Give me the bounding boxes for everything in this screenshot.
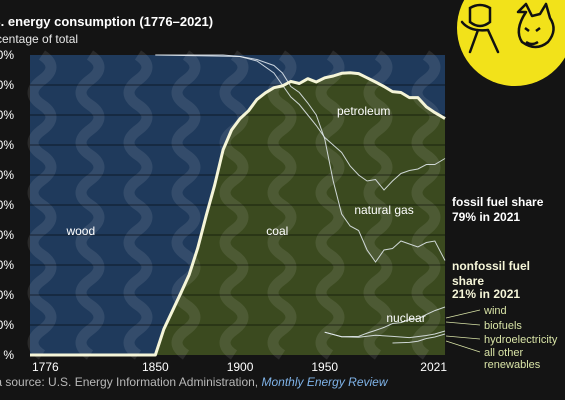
source-publication: Monthly Energy Review [261, 375, 388, 389]
x-tick-label-1900: 1900 [227, 360, 254, 374]
y-tick-label-20: 0% [0, 288, 14, 302]
legend-entry-4: renewables [484, 359, 541, 371]
legend-leader-0 [445, 309, 481, 319]
logo-character-right [516, 2, 555, 49]
area-label-petroleum: petroleum [337, 104, 390, 118]
area-label-natural-gas: natural gas [354, 203, 413, 217]
legend-entry-0: wind [483, 305, 507, 317]
side-label-1-line-1: share [452, 274, 484, 288]
fuel-boundaries [155, 54, 446, 344]
fuel-boundary-4 [392, 333, 446, 344]
area-label-nuclear: nuclear [386, 311, 425, 325]
side-label-0-line-1: 79% in 2021 [452, 210, 520, 224]
legend-leader-2 [445, 335, 481, 340]
side-label-1-line-2: 21% in 2021 [452, 287, 520, 301]
legend-leader-3 [445, 340, 481, 353]
legend-entry-2: hydroelectricity [484, 334, 558, 346]
y-tick-label-60: 0% [0, 168, 14, 182]
chart-subtitle: rcentage of total [0, 32, 79, 46]
legend-leader-1 [445, 321, 481, 326]
gridlines [30, 84, 445, 326]
logo-circle [457, 0, 565, 86]
side-label-1-line-0: nonfossil fuel [452, 259, 530, 273]
side-label-0-line-0: fossil fuel share [452, 195, 544, 209]
area-label-coal: coal [266, 224, 288, 238]
y-tick-label-90: 0% [0, 78, 14, 92]
x-axis-ticks: 1776 1850 1900 1950 2021 [32, 360, 447, 374]
area-labels: wood coal petroleum natural gas nuclear [65, 104, 425, 325]
x-tick-label-1950: 1950 [311, 360, 338, 374]
legend-entry-3: all other [484, 347, 523, 359]
y-tick-label-40: 0% [0, 228, 14, 242]
y-tick-label-100: 0% [0, 48, 14, 62]
cartoon-characters-logo [457, 0, 565, 86]
y-tick-label-30: 0% [0, 258, 14, 272]
chart-title: S. energy consumption (1776–2021) [0, 14, 214, 29]
y-tick-label-50: 0% [0, 198, 14, 212]
source-org: U.S. Energy Information Administration, [48, 375, 262, 389]
y-axis-ticks: % 0% 0% 0% 0% 0% 0% 0% 0% 0% 0% [0, 48, 14, 362]
y-tick-label-70: 0% [0, 138, 14, 152]
area-label-wood: wood [65, 224, 95, 238]
fuel-boundary-3 [324, 330, 446, 339]
fossil-nonfossil-boundary [30, 71, 446, 357]
x-tick-label-2021: 2021 [420, 360, 447, 374]
source-prefix: ta source: [0, 375, 45, 389]
data-source: ta source: U.S. Energy Information Admin… [0, 375, 388, 389]
fossil-area [30, 55, 445, 355]
fuel-boundary-1 [155, 54, 446, 263]
x-tick-label-1776: 1776 [32, 360, 59, 374]
y-tick-label-80: 0% [0, 108, 14, 122]
y-tick-label-10: 0% [0, 318, 14, 332]
y-tick-label-0: % [3, 348, 14, 362]
legend-entry-1: biofuels [484, 320, 522, 332]
fuel-boundary-0 [155, 54, 446, 191]
fuel-boundary-2 [324, 306, 446, 338]
logo-character-left [460, 3, 500, 54]
x-tick-label-1850: 1850 [142, 360, 169, 374]
